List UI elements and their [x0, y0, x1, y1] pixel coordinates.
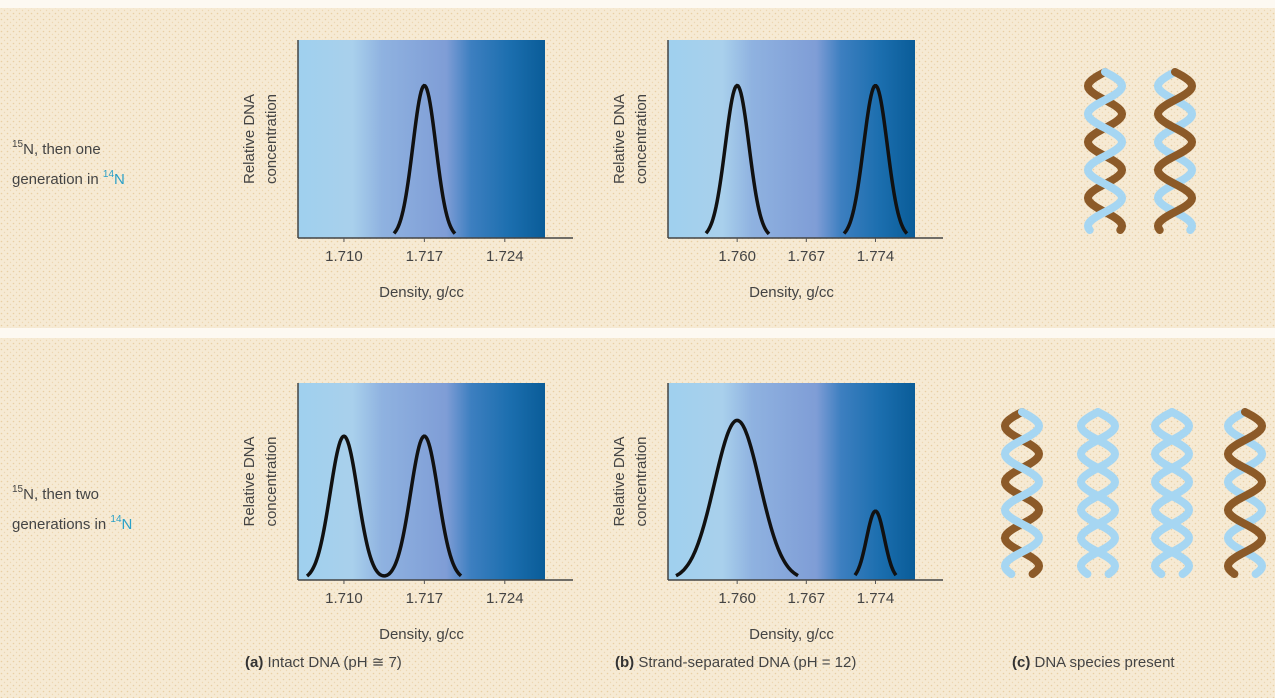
dna-strand: [1153, 68, 1197, 234]
density-curve: [675, 418, 898, 578]
isotope: 15: [12, 484, 24, 495]
plot-area: [668, 383, 915, 580]
caption-tag: (a): [245, 654, 263, 671]
row-label: 15N, then one: [12, 139, 101, 158]
x-tick-label: 1.724: [486, 248, 524, 265]
density-curve: [392, 83, 457, 235]
x-tick-label: 1.774: [857, 590, 895, 607]
row-label-text: generation in: [12, 171, 103, 188]
dna-strand: [1150, 408, 1194, 578]
x-tick-label: 1.717: [406, 248, 444, 265]
row-band: [0, 338, 1275, 698]
x-axis-label: Density, g/cc: [749, 284, 834, 301]
dna-strand: [1076, 408, 1120, 578]
row-label-text: N, then one: [23, 141, 101, 158]
isotope: 14: [103, 169, 115, 180]
row-label: generations in 14N: [12, 514, 132, 533]
caption: (c) DNA species present: [1012, 654, 1175, 671]
caption-tag: (c): [1012, 654, 1030, 671]
dna-strand: [1000, 408, 1044, 578]
density-curve: [704, 83, 909, 236]
row-band: [0, 8, 1275, 328]
x-tick-label: 1.767: [788, 248, 826, 265]
caption-tag: (b): [615, 654, 634, 671]
row-label-text: N, then two: [23, 486, 99, 503]
x-tick-label: 1.767: [788, 590, 826, 607]
x-tick-label: 1.760: [718, 248, 756, 265]
caption: (a) Intact DNA (pH ≅ 7): [245, 654, 402, 671]
isotope-symbol: N: [114, 171, 125, 188]
x-tick-label: 1.717: [406, 590, 444, 607]
x-tick-label: 1.760: [718, 590, 756, 607]
y-axis-label: Relative DNA: [611, 436, 628, 526]
x-tick-label: 1.710: [325, 248, 363, 265]
y-axis-label: concentration: [263, 436, 280, 526]
y-axis-label: concentration: [633, 436, 650, 526]
x-tick-label: 1.710: [325, 590, 363, 607]
isotope-symbol: N: [122, 516, 133, 533]
isotope: 15: [12, 139, 24, 150]
y-axis-label: Relative DNA: [241, 94, 258, 184]
density-curve: [305, 434, 463, 578]
x-tick-label: 1.774: [857, 248, 895, 265]
y-axis-label: concentration: [633, 94, 650, 184]
y-axis-label: concentration: [263, 94, 280, 184]
x-axis-label: Density, g/cc: [749, 626, 834, 643]
dna-strand: [1083, 68, 1127, 234]
row-label-text: generations in: [12, 516, 110, 533]
plot-area: [668, 40, 915, 238]
plot-area: [298, 40, 545, 238]
isotope: 14: [110, 514, 122, 525]
y-axis-label: Relative DNA: [611, 94, 628, 184]
caption-text: Intact DNA (pH ≅ 7): [263, 654, 401, 671]
caption-text: DNA species present: [1030, 654, 1175, 671]
caption-text: Strand-separated DNA (pH = 12): [634, 654, 856, 671]
row-label: generation in 14N: [12, 169, 125, 188]
x-axis-label: Density, g/cc: [379, 626, 464, 643]
dna-strand: [1223, 408, 1267, 578]
y-axis-label: Relative DNA: [241, 436, 258, 526]
plot-area: [298, 383, 545, 580]
x-axis-label: Density, g/cc: [379, 284, 464, 301]
x-tick-label: 1.724: [486, 590, 524, 607]
row-label: 15N, then two: [12, 484, 99, 503]
caption: (b) Strand-separated DNA (pH = 12): [615, 654, 856, 671]
